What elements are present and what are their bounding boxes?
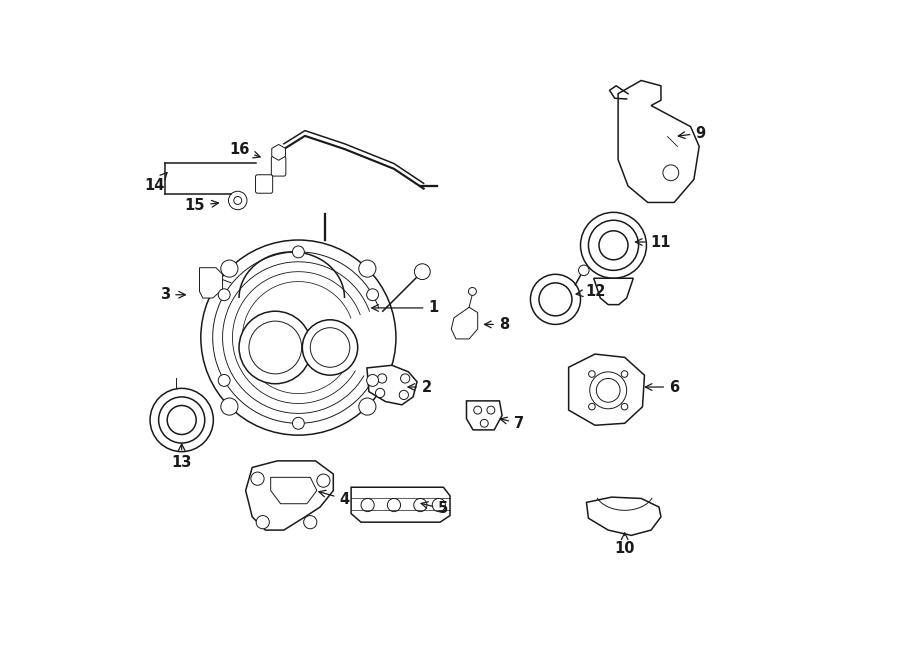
- Text: 13: 13: [172, 444, 192, 470]
- Text: 10: 10: [615, 533, 634, 556]
- FancyBboxPatch shape: [256, 175, 273, 193]
- Circle shape: [663, 165, 679, 181]
- Text: 7: 7: [500, 416, 525, 431]
- Circle shape: [487, 406, 495, 414]
- Polygon shape: [367, 365, 417, 405]
- Circle shape: [400, 374, 410, 383]
- Polygon shape: [200, 267, 222, 298]
- Circle shape: [229, 191, 247, 210]
- Polygon shape: [451, 307, 478, 339]
- Circle shape: [317, 474, 330, 487]
- Circle shape: [579, 265, 590, 275]
- Text: 1: 1: [372, 301, 438, 315]
- Circle shape: [234, 197, 242, 205]
- Text: 11: 11: [635, 234, 671, 250]
- Polygon shape: [271, 477, 317, 504]
- Text: 8: 8: [484, 317, 509, 332]
- Circle shape: [201, 240, 396, 435]
- Circle shape: [366, 375, 379, 387]
- Polygon shape: [351, 487, 450, 522]
- Circle shape: [375, 389, 384, 398]
- Circle shape: [597, 379, 620, 402]
- Text: 9: 9: [679, 126, 706, 141]
- Circle shape: [150, 389, 213, 451]
- Circle shape: [473, 406, 482, 414]
- Circle shape: [580, 213, 646, 278]
- Text: 3: 3: [160, 287, 185, 303]
- Circle shape: [310, 328, 350, 367]
- Circle shape: [400, 391, 409, 400]
- Polygon shape: [594, 278, 634, 305]
- Circle shape: [589, 371, 595, 377]
- Circle shape: [387, 498, 400, 512]
- Circle shape: [589, 220, 638, 270]
- Text: 14: 14: [145, 173, 167, 193]
- Circle shape: [359, 260, 376, 277]
- Circle shape: [589, 403, 595, 410]
- Polygon shape: [569, 354, 644, 425]
- Circle shape: [590, 372, 626, 409]
- Text: 4: 4: [319, 491, 349, 506]
- Circle shape: [469, 287, 476, 295]
- Circle shape: [218, 289, 230, 301]
- Text: 16: 16: [229, 142, 260, 158]
- Text: 5: 5: [421, 502, 448, 516]
- Circle shape: [220, 398, 238, 415]
- FancyBboxPatch shape: [272, 156, 286, 176]
- Polygon shape: [466, 401, 502, 430]
- Circle shape: [361, 498, 374, 512]
- Polygon shape: [618, 81, 699, 203]
- Circle shape: [239, 311, 311, 384]
- Text: 12: 12: [576, 284, 605, 299]
- Circle shape: [414, 498, 427, 512]
- Text: 2: 2: [408, 379, 432, 395]
- Circle shape: [359, 398, 376, 415]
- Circle shape: [249, 321, 302, 374]
- Circle shape: [218, 375, 230, 387]
- Polygon shape: [587, 497, 661, 536]
- Circle shape: [621, 403, 628, 410]
- Circle shape: [481, 419, 488, 427]
- Circle shape: [292, 246, 304, 258]
- Circle shape: [251, 472, 264, 485]
- Polygon shape: [272, 144, 285, 160]
- Circle shape: [539, 283, 572, 316]
- Text: 6: 6: [645, 379, 680, 395]
- Circle shape: [256, 516, 269, 529]
- Circle shape: [302, 320, 357, 375]
- Circle shape: [377, 374, 387, 383]
- Circle shape: [432, 498, 446, 512]
- Circle shape: [366, 289, 379, 301]
- Circle shape: [292, 417, 304, 429]
- Circle shape: [167, 406, 196, 434]
- Text: 15: 15: [184, 198, 219, 213]
- Circle shape: [158, 397, 205, 443]
- Circle shape: [303, 516, 317, 529]
- Circle shape: [530, 274, 581, 324]
- Circle shape: [414, 263, 430, 279]
- Circle shape: [220, 260, 238, 277]
- Circle shape: [621, 371, 628, 377]
- Polygon shape: [246, 461, 333, 530]
- Circle shape: [599, 231, 628, 260]
